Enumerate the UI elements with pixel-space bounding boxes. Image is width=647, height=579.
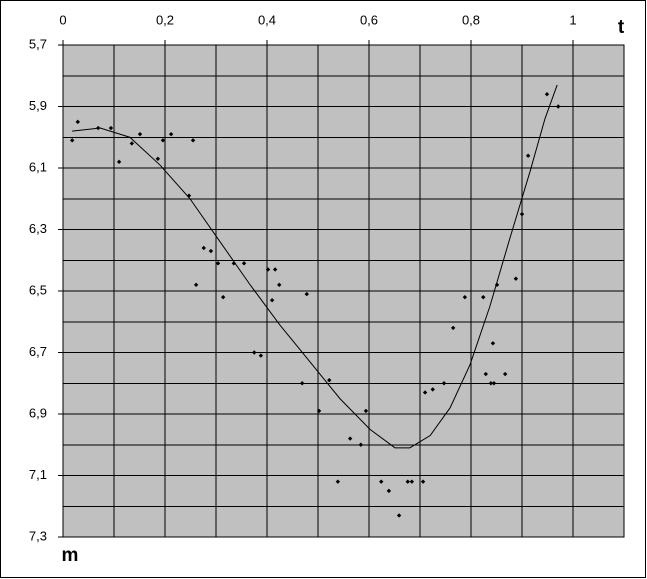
- data-point: [430, 387, 435, 392]
- data-point: [347, 436, 353, 441]
- data-point: [396, 513, 402, 518]
- data-point: [265, 267, 271, 272]
- y-tick-label: 6,3: [29, 221, 47, 236]
- data-point: [409, 479, 415, 484]
- x-tick-label: 0,4: [258, 12, 276, 27]
- data-point: [258, 353, 264, 358]
- data-point: [420, 479, 426, 484]
- data-point: [69, 138, 75, 143]
- y-tick-label: 6,1: [29, 159, 47, 174]
- data-point: [304, 291, 309, 297]
- x-tick-label: 1: [569, 12, 576, 27]
- data-point: [525, 153, 531, 158]
- data-point: [116, 159, 122, 165]
- y-tick-label: 6,9: [29, 405, 47, 420]
- plot-border: [62, 44, 625, 538]
- x-tick-label: 0,8: [462, 12, 480, 27]
- data-point: [277, 282, 282, 288]
- data-point: [190, 138, 196, 143]
- trend-line: [72, 84, 558, 449]
- data-point: [137, 131, 143, 137]
- x-axis-title: t: [618, 17, 625, 38]
- data-point: [379, 479, 384, 484]
- data-point: [363, 408, 369, 414]
- data-point: [316, 408, 322, 414]
- y-tick-label: 5,7: [29, 36, 47, 51]
- data-point: [208, 248, 214, 254]
- data-point: [513, 276, 519, 281]
- data-point: [491, 381, 497, 386]
- data-point: [483, 371, 488, 377]
- y-tick-label: 7,3: [29, 528, 47, 543]
- data-point: [241, 261, 247, 266]
- data-point: [488, 381, 494, 386]
- data-point: [168, 131, 174, 137]
- data-point: [386, 488, 392, 494]
- data-point: [490, 341, 496, 346]
- y-tick-label: 5,9: [29, 98, 47, 113]
- x-tick-label: 0,2: [156, 12, 174, 27]
- y-tick-label: 6,5: [29, 282, 47, 297]
- data-point: [519, 211, 525, 217]
- data-point: [544, 92, 550, 97]
- y-tick-label: 7,1: [29, 467, 47, 482]
- data-point: [108, 125, 114, 131]
- data-point: [160, 138, 166, 143]
- data-point: [269, 298, 275, 303]
- data-point: [556, 104, 561, 109]
- y-axis-title: m: [62, 545, 79, 566]
- data-point: [299, 381, 305, 386]
- data-point: [481, 294, 486, 300]
- data-point: [422, 390, 428, 395]
- data-point: [75, 119, 80, 125]
- data-point: [201, 245, 206, 251]
- data-point: [502, 371, 508, 377]
- data-point: [272, 267, 278, 272]
- data-point: [358, 442, 364, 447]
- data-point: [327, 377, 332, 383]
- data-point: [252, 350, 257, 355]
- data-point: [450, 325, 456, 331]
- data-point: [405, 479, 410, 484]
- data-point: [129, 141, 135, 146]
- data-point: [335, 479, 341, 484]
- data-point: [155, 156, 161, 161]
- data-point: [462, 294, 468, 300]
- data-point: [220, 294, 226, 300]
- x-tick-label: 0: [59, 12, 66, 27]
- data-point: [441, 381, 447, 386]
- y-tick-label: 6,7: [29, 344, 47, 359]
- data-point: [193, 282, 199, 288]
- x-tick-label: 0,6: [360, 12, 378, 27]
- data-point: [215, 261, 221, 266]
